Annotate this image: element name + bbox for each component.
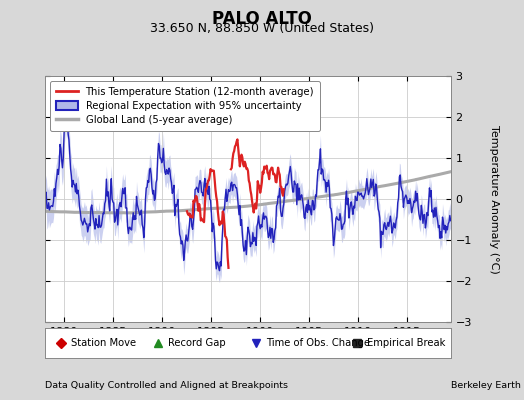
Y-axis label: Temperature Anomaly (°C): Temperature Anomaly (°C): [489, 125, 499, 273]
Text: Data Quality Controlled and Aligned at Breakpoints: Data Quality Controlled and Aligned at B…: [45, 381, 288, 390]
Text: Station Move: Station Move: [71, 338, 136, 348]
Legend: This Temperature Station (12-month average), Regional Expectation with 95% uncer: This Temperature Station (12-month avera…: [50, 81, 320, 131]
Text: Berkeley Earth: Berkeley Earth: [451, 381, 520, 390]
Text: Time of Obs. Change: Time of Obs. Change: [266, 338, 370, 348]
Text: Empirical Break: Empirical Break: [367, 338, 446, 348]
Text: PALO ALTO: PALO ALTO: [212, 10, 312, 28]
Text: 33.650 N, 88.850 W (United States): 33.650 N, 88.850 W (United States): [150, 22, 374, 35]
Text: Record Gap: Record Gap: [168, 338, 226, 348]
